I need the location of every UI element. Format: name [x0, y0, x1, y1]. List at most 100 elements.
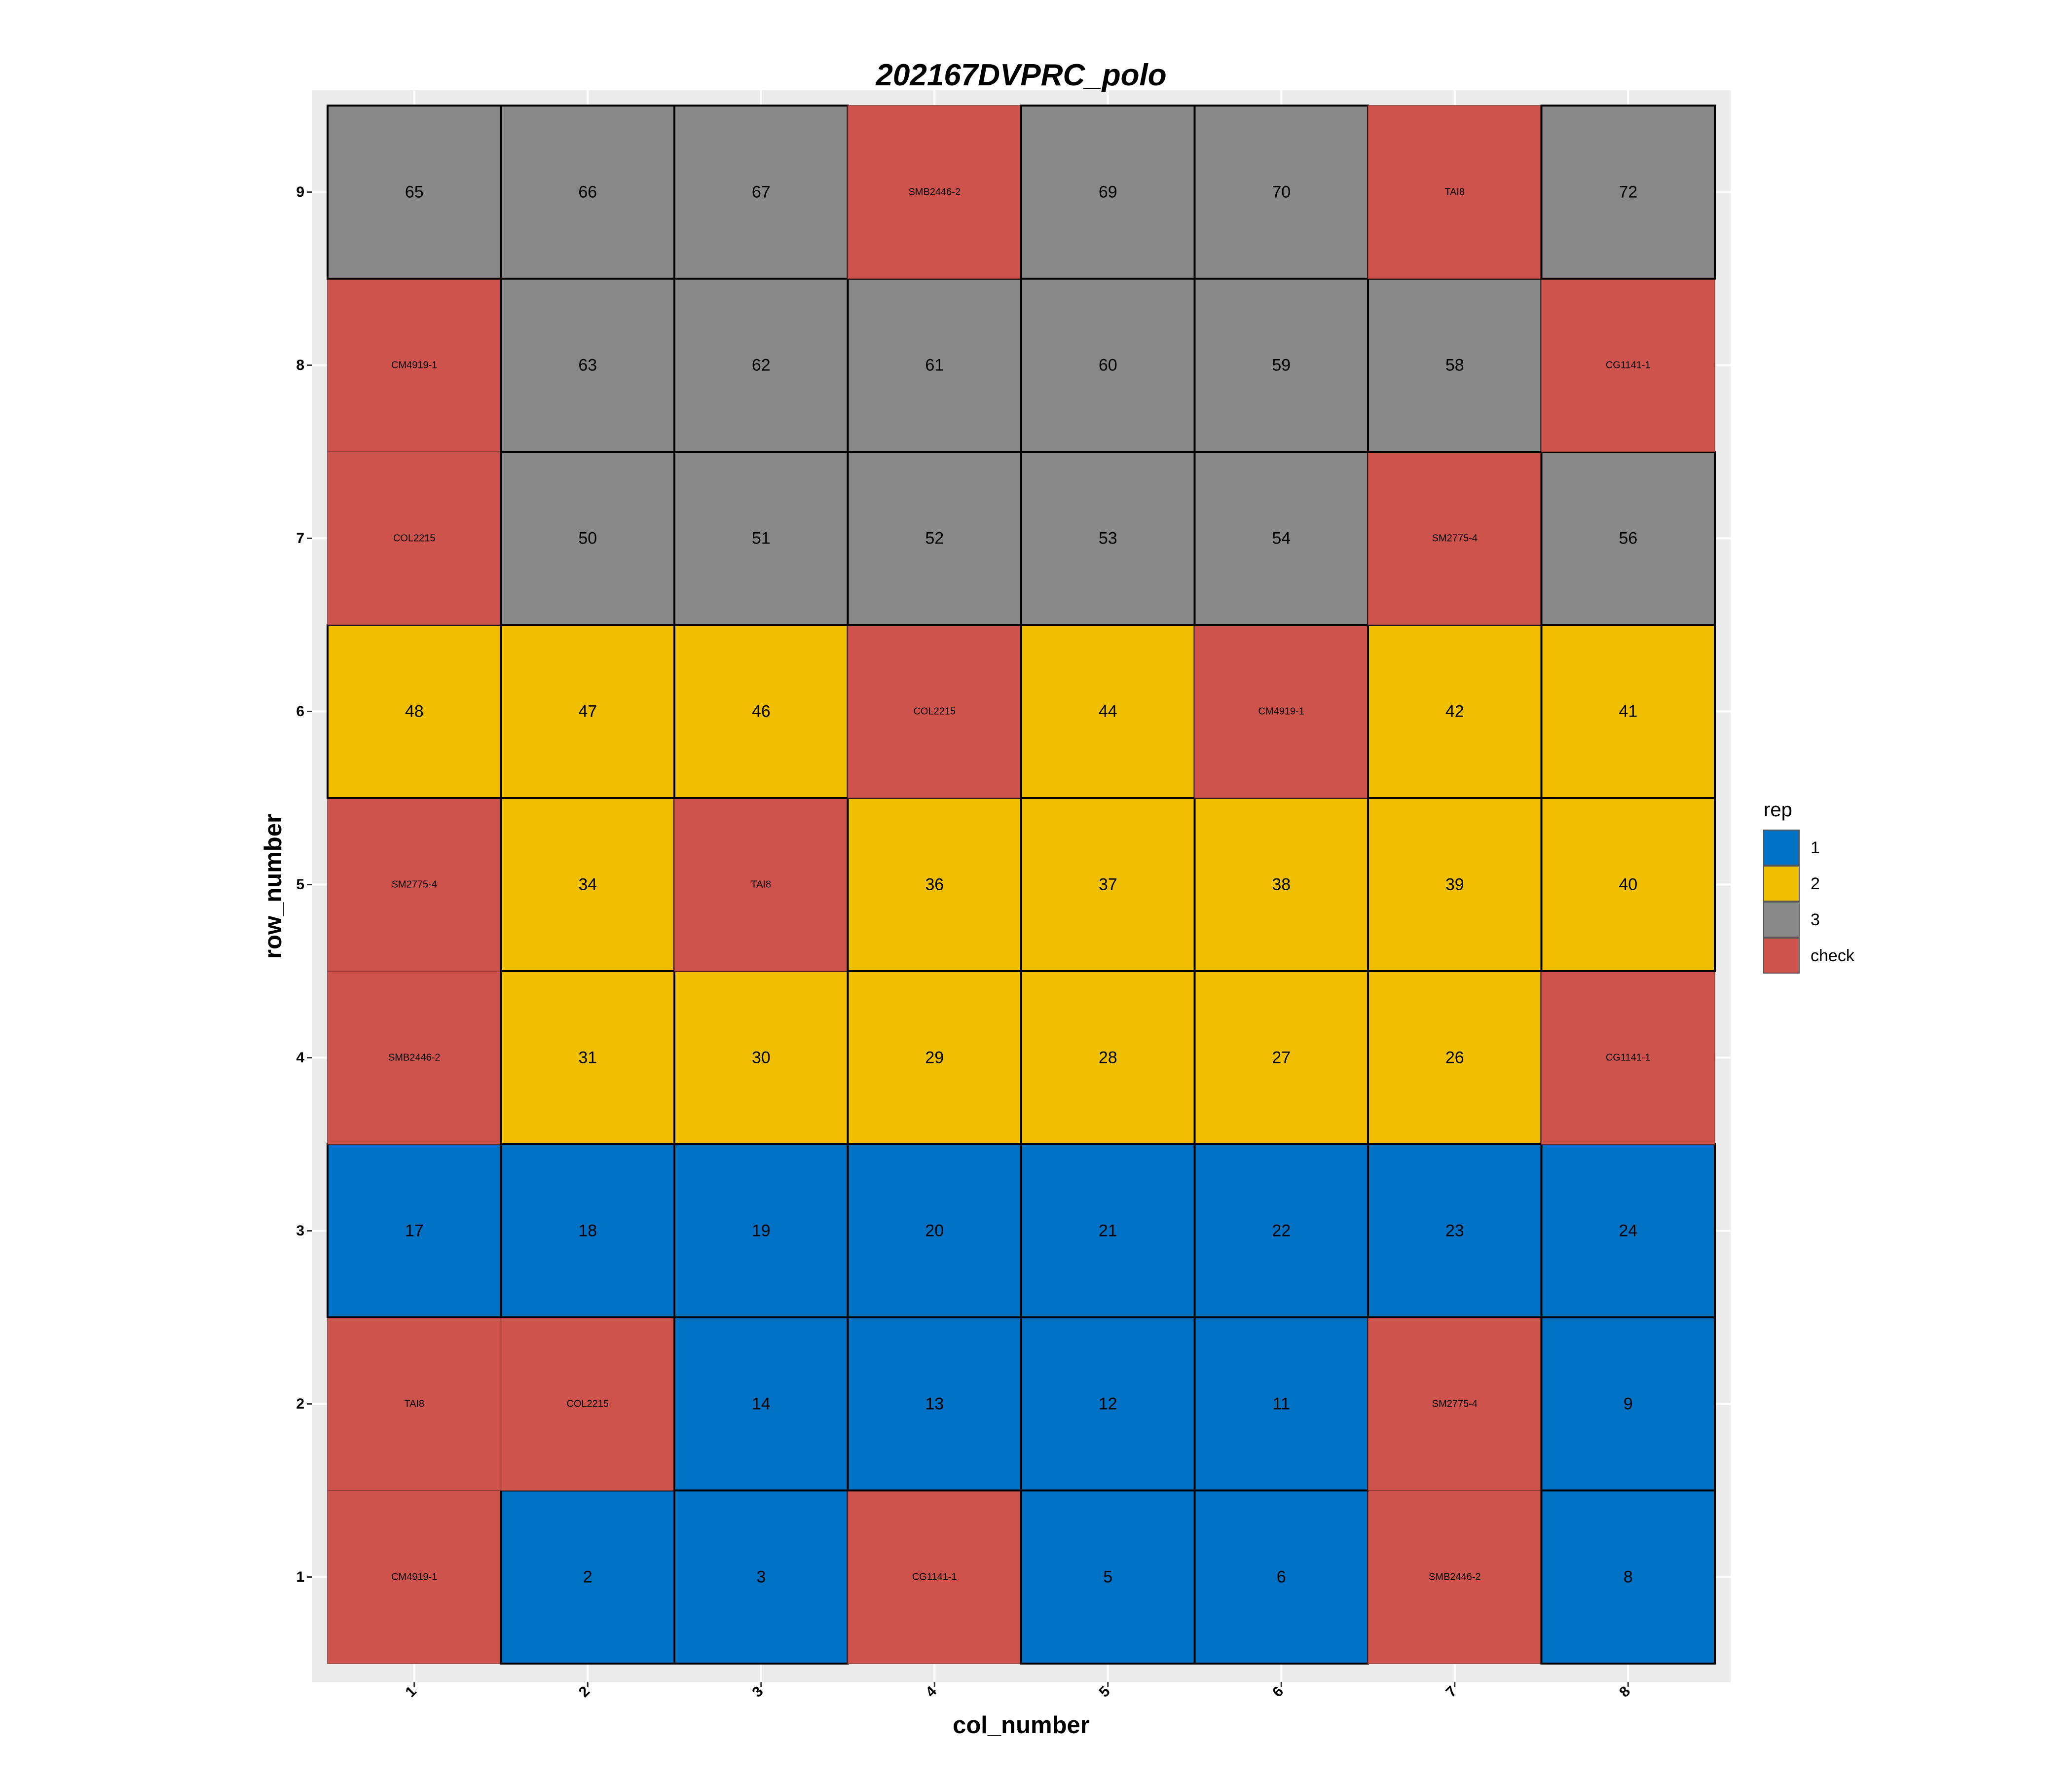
legend-label: 3	[1811, 910, 1820, 929]
tile	[1368, 105, 1542, 279]
tile-label: 14	[752, 1395, 771, 1414]
tile	[327, 1490, 502, 1664]
tile-label: 22	[1272, 1222, 1291, 1240]
tile-label: 42	[1445, 702, 1464, 721]
x-tick-label: 6	[1269, 1683, 1287, 1701]
tile	[1540, 451, 1716, 626]
legend: rep 1 2 3 check	[1763, 799, 1855, 974]
tile-label: 27	[1272, 1049, 1291, 1067]
tile	[500, 278, 675, 453]
tile	[847, 105, 1022, 279]
tile-label: CG1141-1	[1606, 360, 1651, 371]
tile-label: 61	[925, 356, 944, 375]
tile-label: 70	[1272, 183, 1291, 202]
legend-key	[1763, 902, 1800, 938]
tile	[847, 278, 1022, 453]
tile	[327, 1317, 502, 1491]
tile-label: CG1141-1	[1606, 1052, 1651, 1063]
tile	[1020, 797, 1196, 972]
tile-label: 59	[1272, 356, 1291, 375]
tile	[1193, 797, 1369, 972]
tile-label: 67	[752, 183, 771, 202]
tile-label: 13	[925, 1395, 944, 1414]
legend-label: 2	[1811, 874, 1820, 893]
tile-label: 12	[1099, 1395, 1117, 1414]
y-tick-label: 7	[296, 530, 304, 546]
tile	[500, 1489, 675, 1665]
tile-label: 53	[1099, 529, 1117, 548]
legend-key	[1763, 830, 1800, 866]
tile-label: 26	[1445, 1049, 1464, 1067]
tile	[1540, 624, 1716, 799]
tile	[1540, 1316, 1716, 1491]
tile-label: 51	[752, 529, 771, 548]
tile-label: 9	[1624, 1395, 1633, 1414]
tile-label: COL2215	[393, 533, 436, 544]
tile-label: CM4919-1	[391, 360, 437, 371]
tile-label: 31	[578, 1049, 597, 1067]
tile	[673, 1489, 849, 1665]
tile-label: 65	[405, 183, 424, 202]
tile	[673, 278, 849, 453]
legend-label: check	[1811, 946, 1855, 965]
tile-label: 58	[1445, 356, 1464, 375]
tile	[1368, 1317, 1542, 1491]
tile-label: CM4919-1	[1258, 706, 1304, 717]
tile-label: 52	[925, 529, 944, 548]
tile	[1193, 1489, 1369, 1665]
x-tick-label: 7	[1443, 1683, 1460, 1701]
tile	[847, 1143, 1022, 1318]
tile	[1540, 1489, 1716, 1665]
x-tick-label: 3	[749, 1683, 766, 1701]
tile-label: 47	[578, 702, 597, 721]
tile-label: 56	[1619, 529, 1637, 548]
tile	[1540, 797, 1716, 972]
tile	[500, 1143, 675, 1318]
tile-label: 17	[405, 1222, 424, 1240]
tile	[847, 1316, 1022, 1491]
x-tick-label: 4	[923, 1683, 940, 1700]
tile-label: COL2215	[566, 1399, 609, 1410]
tile-label: 36	[925, 875, 944, 894]
tile-label: 5	[1103, 1568, 1112, 1587]
tile-label: 30	[752, 1049, 771, 1067]
tile-label: TAI8	[404, 1399, 424, 1410]
tile-label: TAI8	[751, 879, 771, 890]
tile-label: 44	[1099, 702, 1117, 721]
y-tick-label: 1	[296, 1569, 304, 1585]
tile-label: 46	[752, 702, 771, 721]
tile-label: SM2775-4	[1432, 533, 1478, 544]
tile-label: 24	[1619, 1222, 1637, 1240]
tile-label: 37	[1099, 875, 1117, 894]
tile	[673, 1316, 849, 1491]
tile	[1368, 1490, 1542, 1664]
y-tick-label: 9	[296, 184, 304, 200]
tile-label: 28	[1099, 1049, 1117, 1067]
tile-label: 18	[578, 1222, 597, 1240]
tile	[847, 451, 1022, 626]
x-tick-label: 8	[1616, 1683, 1633, 1701]
tile-label: 66	[578, 183, 597, 202]
tile	[1367, 970, 1543, 1145]
tile-label: SM2775-4	[1432, 1399, 1478, 1410]
chart-title: 202167DVPRC_polo	[875, 58, 1166, 92]
tile	[1020, 278, 1196, 453]
tile	[1194, 624, 1369, 798]
legend-label: 1	[1811, 838, 1820, 857]
tile-label: 50	[578, 529, 597, 548]
tile-label: SMB2446-2	[388, 1052, 441, 1063]
tile	[327, 451, 502, 625]
tile-label: 48	[405, 702, 424, 721]
tile	[327, 798, 502, 972]
tile	[1367, 278, 1543, 453]
legend-title: rep	[1764, 799, 1792, 821]
tile-label: SMB2446-2	[908, 187, 961, 198]
tile	[674, 798, 849, 972]
tile-label: 21	[1099, 1222, 1117, 1240]
tile	[1368, 451, 1542, 625]
tile	[1193, 278, 1369, 453]
tile	[673, 1143, 849, 1318]
y-tick-label: 3	[296, 1223, 304, 1239]
